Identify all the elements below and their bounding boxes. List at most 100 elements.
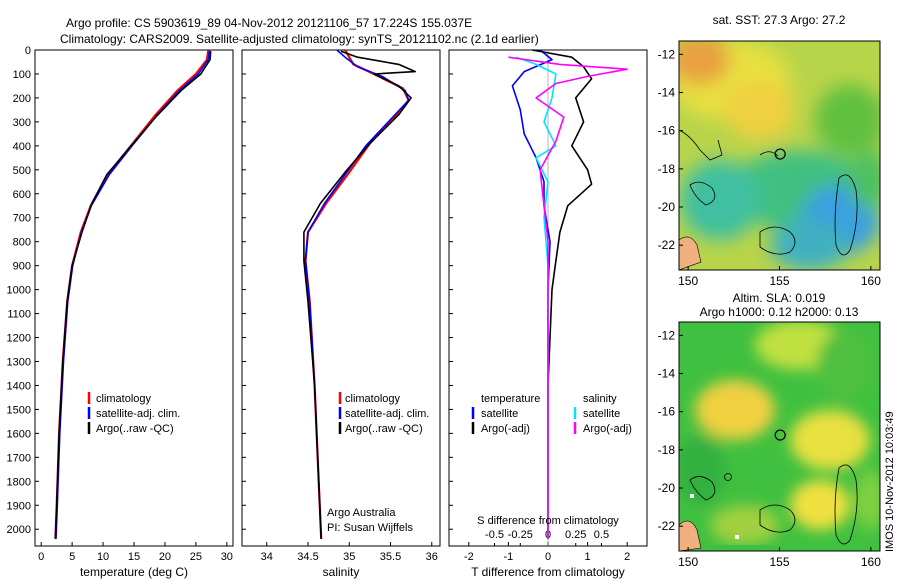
- x-tick-label: 36: [426, 551, 438, 563]
- s-tick-label: -0.5: [485, 529, 504, 541]
- y-tick-label: 900: [13, 261, 31, 273]
- map-y-tick-label: -12: [658, 328, 676, 342]
- map-y-tick-label: -20: [658, 481, 676, 495]
- x-tick-label: 2: [624, 551, 630, 563]
- temperature-panel: [34, 49, 234, 547]
- legend-label-argo: Argo(..raw -QC): [345, 423, 423, 435]
- legend-title-salinity: salinity: [583, 393, 617, 405]
- x-tick-label: 5: [69, 551, 75, 563]
- map-y-tick-label: -14: [658, 367, 676, 381]
- x-tick-label: 1: [585, 551, 591, 563]
- sst-map-ticks: 150 155 160 -12 -14 -16 -18 -20 -22: [658, 47, 882, 288]
- x-tick-label: 10: [97, 551, 109, 563]
- y-tick-label: 1000: [7, 285, 31, 297]
- sla-map-ticks: 150 155 160 -12 -14 -16 -18 -20 -22: [658, 328, 882, 569]
- y-tick-label: 1900: [7, 500, 31, 512]
- legend-label-climatology: climatology: [345, 393, 401, 405]
- map-x-tick-label: 150: [678, 274, 698, 288]
- map-x-tick-label: 155: [769, 274, 789, 288]
- x-tick-label: 0: [545, 551, 551, 563]
- y-tick-label: 200: [13, 93, 31, 105]
- series-s_sat-line: [516, 56, 557, 539]
- legend-label-t-argo: Argo(-adj): [481, 423, 530, 435]
- series-s_argo-line: [508, 56, 628, 539]
- map-x-tick-label: 160: [861, 555, 881, 569]
- sst-map-field: [679, 41, 880, 270]
- map-x-tick-label: 150: [678, 555, 698, 569]
- imos-timestamp-label: IMOS 10-Nov-2012 10:03:49: [884, 411, 896, 552]
- y-tick-label: 300: [13, 117, 31, 129]
- t-difference-xlabel: T difference from climatology: [471, 565, 625, 579]
- y-tick-label: 1700: [7, 452, 31, 464]
- map-y-tick-label: -14: [658, 86, 676, 100]
- map-y-tick-label: -16: [658, 124, 676, 138]
- legend-label-s-argo: Argo(-adj): [583, 423, 632, 435]
- y-tick-label: 1800: [7, 476, 31, 488]
- salinity-legend: climatology satellite-adj. clim. Argo(..…: [338, 392, 429, 435]
- map-y-tick-label: -12: [658, 47, 676, 61]
- y-tick-label: 500: [13, 165, 31, 177]
- legend-label-s-satellite: satellite: [583, 408, 620, 420]
- sst-map-title: sat. SST: 27.3 Argo: 27.2: [713, 13, 846, 27]
- x-tick-label: 35: [343, 551, 355, 563]
- map-y-tick-label: -18: [658, 162, 676, 176]
- legend-title-temperature: temperature: [481, 393, 540, 405]
- s-difference-label: S difference from climatology: [477, 515, 619, 527]
- series-t_argo-line: [532, 49, 593, 539]
- y-tick-label: 400: [13, 141, 31, 153]
- x-tick-label: 20: [159, 551, 171, 563]
- y-tick-label: 100: [13, 69, 31, 81]
- sla-map-title: Altim. SLA: 0.019: [733, 291, 826, 305]
- x-tick-label: 0: [38, 551, 44, 563]
- map-y-tick-label: -22: [658, 519, 676, 533]
- x-tick-label: 25: [190, 551, 202, 563]
- y-tick-label: 1600: [7, 428, 31, 440]
- axes-layer: 0100200300400500600700800900100011001200…: [7, 45, 631, 563]
- y-tick-label: 1100: [7, 309, 31, 321]
- map-y-tick-label: -20: [658, 200, 676, 214]
- y-tick-label: 1300: [7, 356, 31, 368]
- map-y-tick-label: -22: [658, 238, 676, 252]
- s-tick-label: -0.25: [508, 529, 533, 541]
- series-argo-line: [54, 51, 212, 539]
- s-tick-label: 0.5: [594, 529, 609, 541]
- salinity-panel: [241, 49, 441, 547]
- series-argo-line: [303, 50, 416, 539]
- header-line-1: Argo profile: CS 5903619_89 04-Nov-2012 …: [66, 16, 472, 30]
- map-y-tick-label: -16: [658, 405, 676, 419]
- legend-label-climatology: climatology: [96, 393, 152, 405]
- series-sat-line: [304, 49, 410, 539]
- y-tick-label: 700: [13, 213, 31, 225]
- x-tick-label: 15: [128, 551, 140, 563]
- series-clim-line: [304, 49, 410, 539]
- lines-layer: [54, 49, 628, 539]
- x-tick-label: 34: [261, 551, 273, 563]
- x-tick-label: -1: [504, 551, 514, 563]
- series-sat-line: [55, 49, 211, 539]
- s-tick-label: 0.25: [565, 529, 586, 541]
- x-tick-label: -2: [464, 551, 474, 563]
- y-tick-label: 1500: [7, 404, 31, 416]
- sla-map-field: [679, 322, 880, 551]
- annotation-pi: PI: Susan Wijffels: [327, 522, 413, 534]
- map-x-tick-label: 155: [769, 555, 789, 569]
- legend-label-t-satellite: satellite: [481, 408, 518, 420]
- legend-label-argo: Argo(..raw -QC): [96, 423, 174, 435]
- salinity-xlabel: salinity: [323, 565, 360, 579]
- x-tick-label: 35.5: [380, 551, 401, 563]
- y-tick-label: 1400: [7, 380, 31, 392]
- y-tick-label: 1200: [7, 333, 31, 345]
- y-tick-label: 0: [25, 45, 31, 57]
- x-tick-label: 34.5: [297, 551, 318, 563]
- y-tick-label: 800: [13, 237, 31, 249]
- header-line-2: Climatology: CARS2009. Satellite-adjuste…: [60, 32, 539, 46]
- map-x-tick-label: 160: [861, 274, 881, 288]
- difference-legend: temperature salinity satellite Argo(-adj…: [471, 393, 632, 435]
- y-tick-label: 2000: [7, 524, 31, 536]
- sla-map-subtitle: Argo h1000: 0.12 h2000: 0.13: [700, 305, 859, 319]
- temperature-legend: climatology satellite-adj. clim. Argo(..…: [87, 392, 180, 435]
- annotation-argo-australia: Argo Australia: [327, 507, 396, 519]
- series-t_sat-line: [511, 49, 553, 539]
- series-clim-line: [54, 49, 210, 539]
